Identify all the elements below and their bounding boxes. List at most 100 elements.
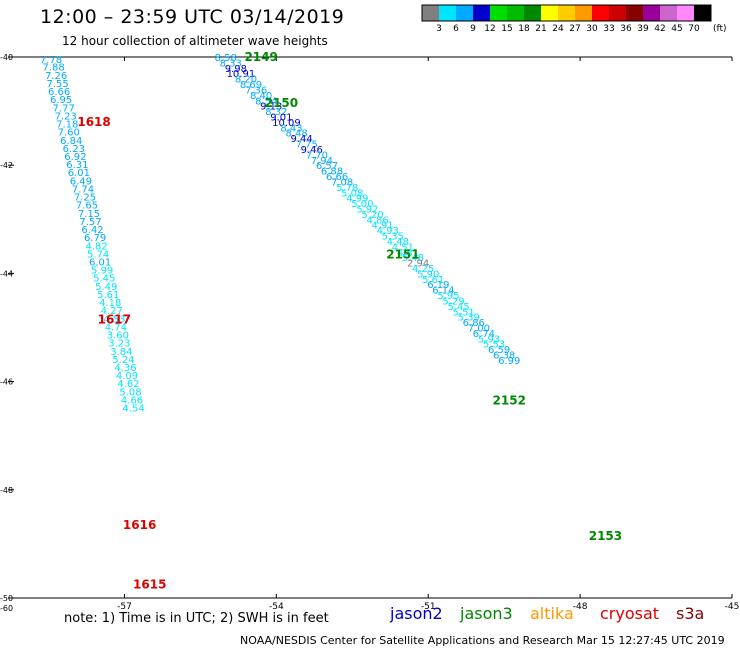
swh-value: 4.74	[105, 322, 127, 333]
swh-value: 3.60	[107, 331, 129, 342]
legend-label: 9	[470, 24, 476, 34]
swh-value: 8.43	[280, 123, 302, 134]
y-tick-label: -46	[0, 378, 13, 387]
swh-value: 4.18	[99, 298, 121, 309]
swh-value: 4.27	[101, 306, 123, 317]
legend-swatch	[439, 5, 456, 21]
legend-label: 18	[518, 24, 530, 34]
legend-label: 70	[688, 24, 700, 34]
x-tick-label: -54	[269, 602, 284, 612]
swh-value: 7.08	[331, 177, 353, 188]
legend-swatch	[575, 5, 592, 21]
y-tick-label: -42	[0, 161, 13, 170]
swh-value: 5.61	[97, 290, 119, 301]
swh-value: 7.36	[245, 85, 267, 96]
legend-label: 33	[603, 24, 614, 34]
swh-value: 6.86	[463, 318, 485, 329]
credit-text: NOAA/NESDIS Center for Satellite Applica…	[240, 634, 725, 647]
swh-value: 10.91	[227, 69, 256, 80]
legend-swatch	[694, 5, 711, 21]
legend-swatch	[473, 5, 490, 21]
swh-value: 7.70	[306, 150, 328, 161]
swh-value: 8.69	[240, 80, 262, 91]
swh-value: 7.94	[311, 156, 333, 167]
satellite-label-s3a: s3a	[676, 604, 705, 623]
swh-value: 7.88	[42, 63, 64, 74]
legend-swatch	[643, 5, 660, 21]
swh-value: 5.53	[483, 340, 505, 351]
track-label: 1616	[123, 518, 156, 532]
swh-value: 6.01	[89, 257, 111, 268]
swh-value: 5.78	[336, 183, 358, 194]
swh-value: 5.24	[112, 355, 134, 366]
x-tick-label: -57	[117, 602, 132, 612]
swh-value: 7.00	[468, 324, 490, 335]
corner-label: -60	[0, 604, 13, 613]
swh-value: 7.75	[296, 140, 318, 151]
swh-value: 5.99	[91, 266, 113, 277]
swh-value: 3.23	[108, 339, 130, 350]
swh-value: 6.59	[488, 345, 510, 356]
swh-value: 6.31	[66, 160, 88, 171]
swh-value: 8.33	[220, 58, 242, 69]
swh-value: 6.92	[64, 152, 86, 163]
legend-swatch	[422, 5, 439, 21]
swh-value: 4.66	[121, 395, 143, 406]
satellite-label-altika: altika	[530, 604, 574, 623]
swh-value: 4.81	[397, 248, 419, 259]
swh-value: 6.42	[81, 225, 103, 236]
swh-value: 5.61	[422, 275, 444, 286]
swh-value: 9.13	[260, 102, 282, 113]
swh-value: 6.49	[70, 176, 92, 187]
swh-value: 5.92	[356, 204, 378, 215]
legend-label: 6	[453, 24, 459, 34]
swh-value: 8.40	[250, 91, 272, 102]
legend-swatch	[490, 5, 507, 21]
swh-value: 2.94	[407, 259, 429, 270]
swh-value: 5.48	[402, 253, 424, 264]
swh-value: 6.23	[63, 144, 85, 155]
x-tick-label: -51	[421, 602, 436, 612]
legend-swatch	[524, 5, 541, 21]
legend-label: 42	[654, 24, 665, 34]
y-tick-label: -48	[0, 486, 13, 495]
legend-label: 15	[501, 24, 512, 34]
swh-value: 4.54	[122, 404, 144, 415]
swh-value: 4.25	[412, 264, 434, 275]
swh-value: 5.93	[478, 334, 500, 345]
swh-value: 8.20	[235, 75, 257, 86]
swh-value: 7.55	[46, 79, 68, 90]
legend-label: 27	[569, 24, 580, 34]
swh-value: 5.95	[437, 291, 459, 302]
satellite-label-jason3: jason3	[460, 604, 513, 623]
swh-value: 5.29	[442, 296, 464, 307]
swh-value: 8.48	[285, 129, 307, 140]
swh-value: 5.20	[361, 210, 383, 221]
swh-value: 6.01	[68, 168, 90, 179]
swh-value: 6.19	[427, 280, 449, 291]
satellite-label-jason2: jason2	[390, 604, 443, 623]
legend-swatch	[609, 5, 626, 21]
swh-value: 4.91	[372, 221, 394, 232]
swh-value: 10.09	[272, 118, 301, 129]
legend-frame	[421, 4, 712, 22]
legend-label: 30	[586, 24, 598, 34]
swh-value: 7.18	[56, 120, 78, 131]
swh-value: 6.84	[60, 136, 82, 147]
swh-value: 4.09	[116, 371, 138, 382]
legend-swatch	[660, 5, 677, 21]
swh-value: 5.74	[87, 249, 109, 260]
swh-value: 6.66	[48, 87, 70, 98]
swh-value: 4.93	[377, 226, 399, 237]
swh-value: 3.84	[110, 347, 132, 358]
satellite-label-cryosat: cryosat	[600, 604, 660, 623]
swh-value: 7.65	[76, 201, 98, 212]
swh-value: 9.44	[291, 134, 313, 145]
swh-value: 5.35	[382, 232, 404, 243]
swh-value: 8.32	[265, 107, 287, 118]
swh-value: 7.77	[53, 103, 75, 114]
legend-swatch	[677, 5, 694, 21]
track-label: 1617	[98, 312, 131, 326]
swh-value: 7.57	[79, 217, 101, 228]
